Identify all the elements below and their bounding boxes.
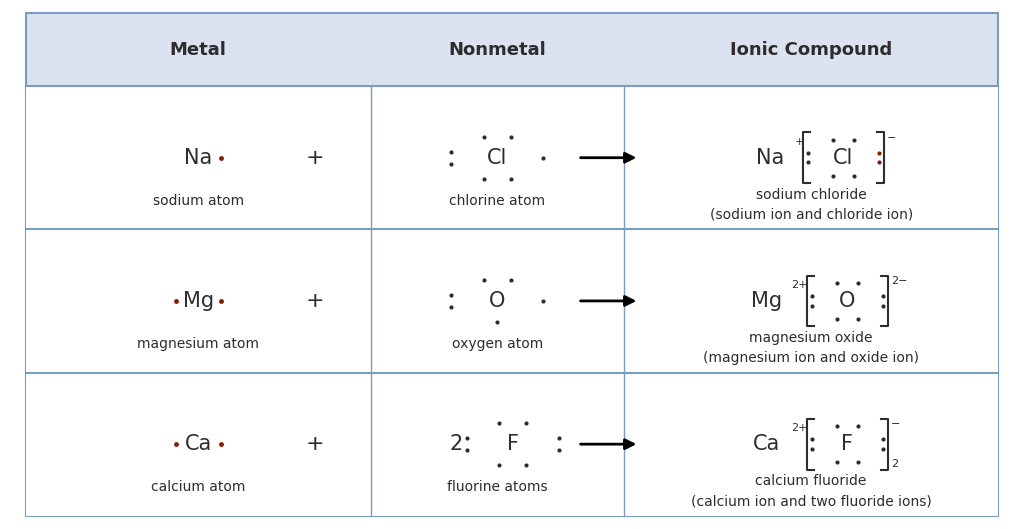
Text: calcium atom: calcium atom xyxy=(152,480,246,494)
Text: magnesium oxide: magnesium oxide xyxy=(750,331,872,345)
Text: −: − xyxy=(887,133,896,143)
Text: sodium chloride: sodium chloride xyxy=(756,188,866,202)
Text: 2−: 2− xyxy=(891,276,907,286)
Text: (sodium ion and chloride ion): (sodium ion and chloride ion) xyxy=(710,208,912,222)
Text: oxygen atom: oxygen atom xyxy=(452,337,543,351)
Text: (magnesium ion and oxide ion): (magnesium ion and oxide ion) xyxy=(703,351,920,365)
Text: O: O xyxy=(840,291,856,311)
Text: 2: 2 xyxy=(891,459,898,469)
Text: +: + xyxy=(795,137,804,147)
Text: sodium atom: sodium atom xyxy=(153,194,244,208)
Text: O: O xyxy=(489,291,506,311)
Text: +: + xyxy=(306,291,325,311)
Text: 2: 2 xyxy=(450,434,463,454)
Text: magnesium atom: magnesium atom xyxy=(137,337,259,351)
Text: F: F xyxy=(507,434,519,454)
Text: 2+: 2+ xyxy=(791,423,807,433)
Text: Na: Na xyxy=(184,148,212,168)
Text: Ca: Ca xyxy=(184,434,212,454)
Text: Cl: Cl xyxy=(834,148,854,168)
Text: F: F xyxy=(842,434,853,454)
Text: +: + xyxy=(306,148,325,168)
Bar xyxy=(26,86,998,516)
Text: fluorine atoms: fluorine atoms xyxy=(447,480,548,494)
Text: Cl: Cl xyxy=(487,148,508,168)
Text: −: − xyxy=(891,419,900,429)
Text: Ionic Compound: Ionic Compound xyxy=(730,41,892,59)
Text: chlorine atom: chlorine atom xyxy=(450,194,546,208)
Text: 2+: 2+ xyxy=(791,280,807,290)
Text: calcium fluoride: calcium fluoride xyxy=(756,475,867,488)
Text: Metal: Metal xyxy=(170,41,226,59)
Text: Mg: Mg xyxy=(182,291,214,311)
Text: Na: Na xyxy=(756,148,784,168)
Text: Mg: Mg xyxy=(751,291,781,311)
Text: Nonmetal: Nonmetal xyxy=(449,41,546,59)
Text: Ca: Ca xyxy=(753,434,779,454)
Text: +: + xyxy=(306,434,325,454)
Text: (calcium ion and two fluoride ions): (calcium ion and two fluoride ions) xyxy=(691,495,932,508)
